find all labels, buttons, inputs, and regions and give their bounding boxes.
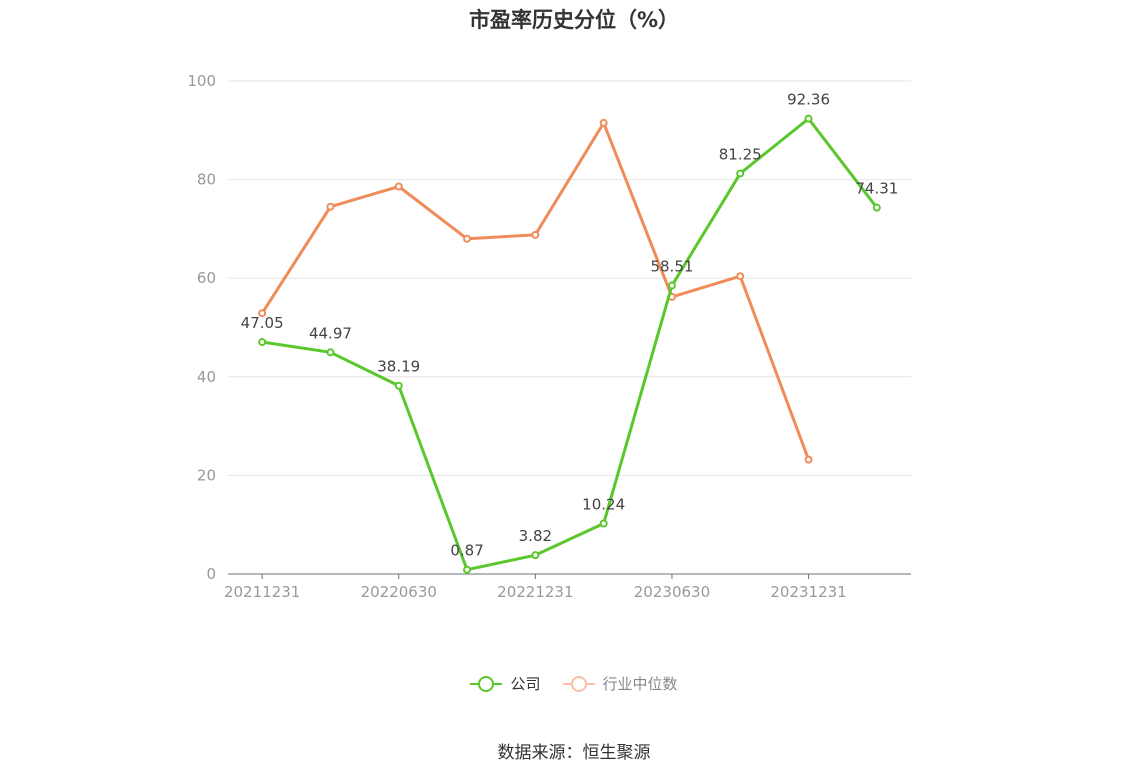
legend-item-industry-median[interactable]: 行业中位数 [562, 673, 678, 694]
legend-item-company[interactable]: 公司 [470, 673, 541, 694]
y-tick-label: 80 [197, 171, 216, 189]
company-point [804, 114, 813, 123]
company-point [394, 381, 403, 390]
data-source-note: 数据来源：恒生聚源 [497, 743, 651, 763]
company-data-label: 47.05 [241, 314, 284, 332]
company-point [463, 565, 472, 574]
company-point [667, 281, 676, 290]
industry-median-point [394, 182, 403, 191]
chart-legend[interactable]: 公司 行业中位数 [0, 673, 1148, 694]
legend-industry-median-label: 行业中位数 [602, 675, 678, 693]
industry-median-point [599, 118, 608, 127]
company-data-label: 81.25 [719, 145, 762, 163]
legend-company-label: 公司 [510, 675, 541, 693]
x-tick-label: 20220630 [361, 583, 437, 601]
company-point [531, 551, 540, 560]
series-line-industry-median [260, 121, 810, 461]
industry-median-point [258, 309, 267, 318]
company-data-label: 74.31 [855, 180, 898, 198]
company-data-label: 44.97 [309, 324, 352, 342]
x-tick-label: 20231231 [770, 583, 846, 601]
x-tick-label: 20221231 [497, 583, 573, 601]
chart-title: 市盈率历史分位（%） [468, 8, 680, 32]
industry-median-point [326, 202, 335, 211]
industry-median-point [804, 455, 813, 464]
company-data-label: 58.51 [650, 258, 693, 276]
industry-median-point [736, 272, 745, 281]
x-tick-label: 20230630 [634, 583, 710, 601]
company-data-label: 0.87 [450, 542, 483, 560]
legend-company-icon [470, 675, 503, 692]
series-line-company [261, 117, 879, 572]
x-tick-label: 20211231 [224, 583, 300, 601]
company-point [258, 338, 267, 347]
legend-industry-median-icon [562, 675, 595, 692]
y-tick-label: 100 [187, 72, 216, 90]
company-point [326, 348, 335, 357]
company-point [872, 203, 881, 212]
y-tick-label: 60 [197, 269, 216, 287]
line-chart: 0 20 40 60 80 100 20211231 20220630 20221231 2023… [187, 72, 911, 601]
industry-median-point [531, 230, 540, 239]
y-tick-label: 0 [206, 565, 216, 583]
y-tick-label: 20 [197, 466, 216, 484]
company-point [599, 519, 608, 528]
company-data-label: 3.82 [519, 527, 552, 545]
company-data-label: 10.24 [582, 496, 625, 514]
company-data-label: 38.19 [377, 358, 420, 376]
industry-median-point [463, 234, 472, 243]
company-point [736, 169, 745, 178]
company-data-label: 92.36 [787, 91, 830, 109]
y-tick-label: 40 [197, 368, 216, 386]
